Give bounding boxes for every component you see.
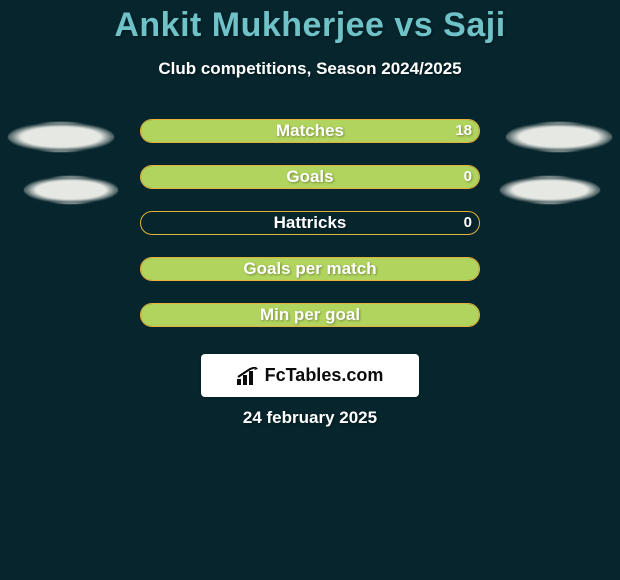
page-title: Ankit Mukherjee vs Saji (0, 0, 620, 45)
stat-label: Min per goal (140, 305, 480, 325)
stat-value-right: 0 (464, 168, 472, 185)
stat-row: Min per goal (0, 303, 620, 349)
subtitle: Club competitions, Season 2024/2025 (0, 59, 620, 79)
stat-label: Goals per match (140, 259, 480, 279)
stat-row: Goals per match (0, 257, 620, 303)
stat-value-right: 18 (455, 122, 472, 139)
stat-row: Hattricks0 (0, 211, 620, 257)
stat-label: Goals (140, 167, 480, 187)
bar-chart-icon (237, 367, 259, 385)
stat-row: Matches18 (0, 119, 620, 165)
stat-value-right: 0 (464, 214, 472, 231)
stat-label: Hattricks (140, 213, 480, 233)
badge-text: FcTables.com (265, 365, 384, 386)
comparison-infographic: Ankit Mukherjee vs Saji Club competition… (0, 0, 620, 580)
stat-label: Matches (140, 121, 480, 141)
stat-row: Goals0 (0, 165, 620, 211)
stats-chart: Matches18Goals0Hattricks0Goals per match… (0, 119, 620, 349)
date-label: 24 february 2025 (0, 408, 620, 428)
source-badge[interactable]: FcTables.com (201, 354, 419, 397)
